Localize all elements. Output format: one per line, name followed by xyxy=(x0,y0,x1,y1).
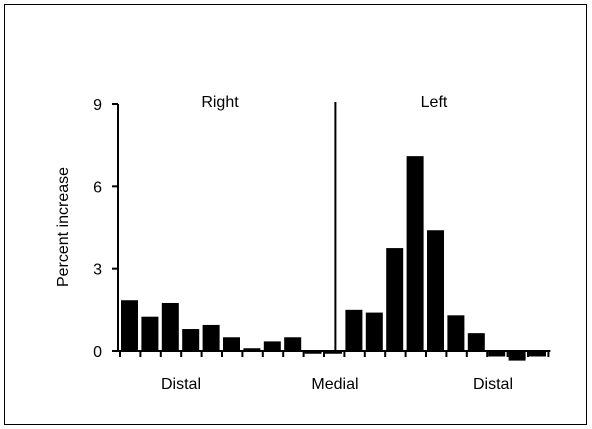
bar-15 xyxy=(406,156,424,351)
bar-11 xyxy=(325,351,342,354)
bar-16 xyxy=(427,230,444,351)
panel-label-left: Left xyxy=(421,94,448,111)
chart-bars xyxy=(121,156,546,361)
bar-19 xyxy=(488,351,506,357)
bar-21 xyxy=(529,351,546,357)
bar-3 xyxy=(161,302,179,351)
x-label-distal-left: Distal xyxy=(473,376,513,393)
bar-10 xyxy=(304,351,322,354)
bar-12 xyxy=(345,309,363,351)
x-label-distal-right: Distal xyxy=(161,376,201,393)
y-axis-label: Percent increase xyxy=(55,167,72,287)
y-tick-label: 9 xyxy=(93,97,102,114)
bar-17 xyxy=(447,315,465,351)
panel-label-right: Right xyxy=(201,94,239,111)
bar-13 xyxy=(365,312,383,351)
chart-labels: Percent increase Right Left Distal Media… xyxy=(55,94,513,393)
bar-1 xyxy=(121,300,138,351)
bar-5 xyxy=(202,324,220,351)
bar-7 xyxy=(243,348,261,351)
bar-2 xyxy=(141,316,159,351)
y-tick-label: 3 xyxy=(93,262,102,279)
x-label-medial: Medial xyxy=(311,376,358,393)
y-tick-label: 6 xyxy=(93,179,102,196)
bar-6 xyxy=(223,337,240,351)
bar-14 xyxy=(386,248,404,351)
bar-18 xyxy=(467,333,485,351)
chart-axes: 0 3 6 9 xyxy=(93,97,551,361)
bar-20 xyxy=(508,351,526,361)
bar-9 xyxy=(284,337,302,351)
y-tick-label: 0 xyxy=(93,344,102,361)
bar-4 xyxy=(182,329,200,351)
bar-8 xyxy=(263,341,281,351)
